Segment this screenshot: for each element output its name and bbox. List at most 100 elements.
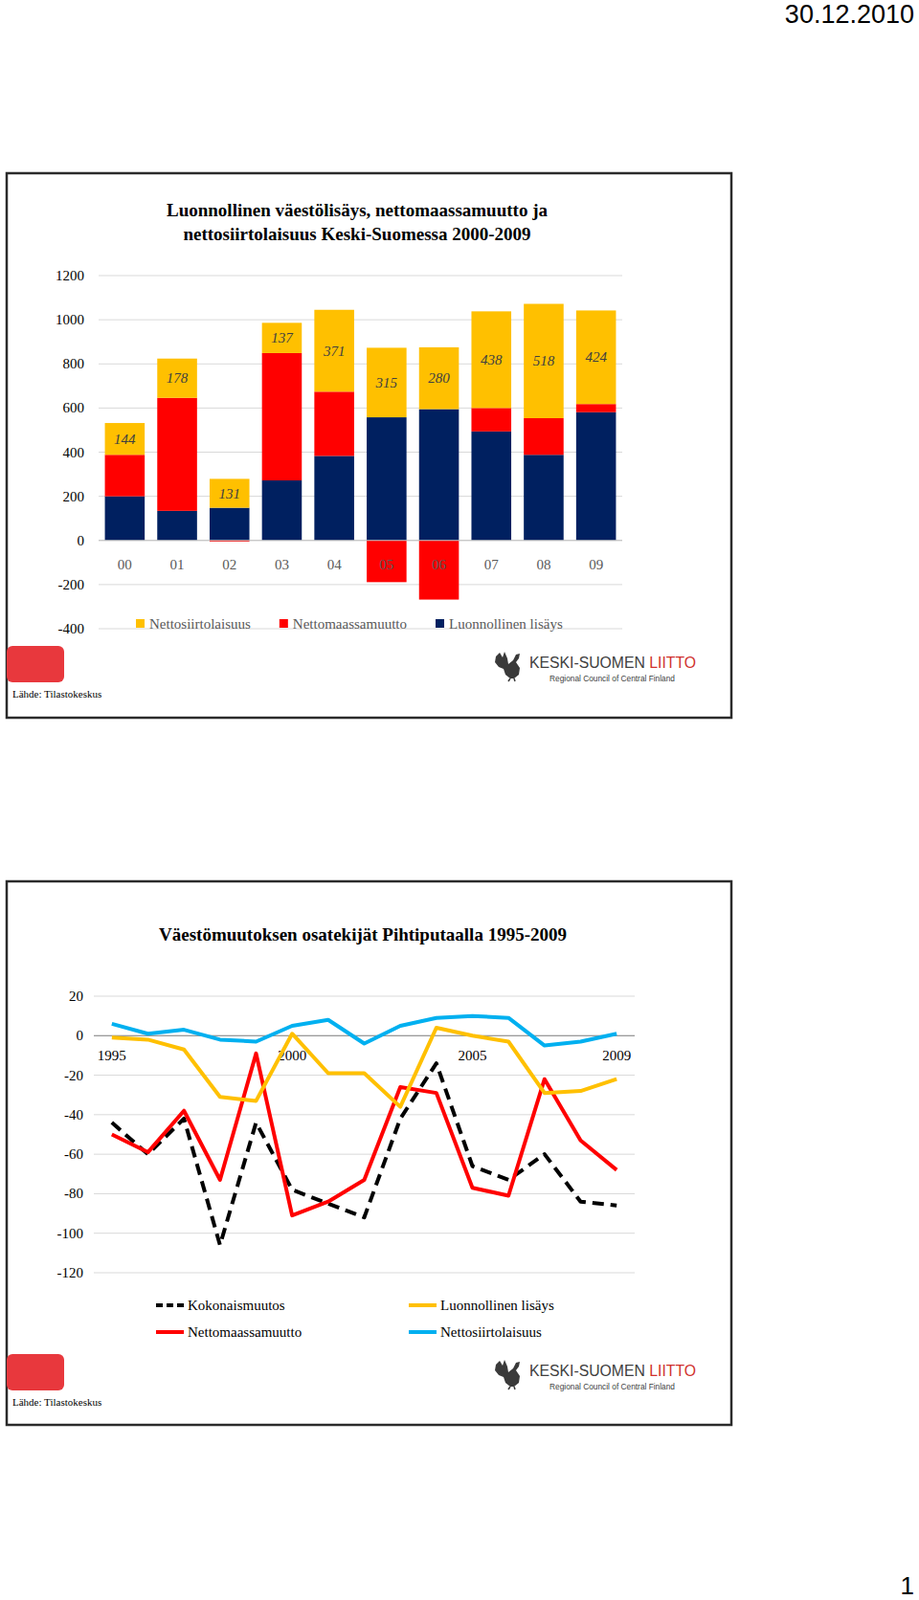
series-line bbox=[112, 1053, 617, 1216]
x-tick-label: 08 bbox=[536, 557, 551, 573]
data-label: 178 bbox=[166, 370, 189, 386]
y-tick-label: 20 bbox=[68, 988, 84, 1005]
title-line: Luonnollinen väestölisäys, nettomaassamu… bbox=[166, 200, 548, 221]
data-label: 131 bbox=[219, 486, 242, 502]
chart-title: Luonnollinen väestölisäys, nettomaassamu… bbox=[166, 200, 548, 245]
y-tick-label: 600 bbox=[63, 400, 86, 416]
x-tick-label: 07 bbox=[484, 557, 500, 573]
source: Lähde: Tilastokeskus bbox=[12, 1396, 102, 1409]
bar bbox=[470, 407, 512, 431]
y-tick-label: -20 bbox=[64, 1068, 84, 1084]
x-tick-label: 01 bbox=[170, 557, 185, 573]
x-tick-label: 04 bbox=[327, 557, 343, 573]
y-tick-label: -60 bbox=[64, 1146, 84, 1163]
y-tick-label: 0 bbox=[76, 1028, 85, 1044]
y-tick-label: -100 bbox=[57, 1226, 85, 1242]
grid-line bbox=[98, 275, 623, 277]
red-tab bbox=[6, 1354, 65, 1391]
bars bbox=[105, 304, 617, 601]
title-line: Väestömuutoksen osatekijät Pihtiputaalla… bbox=[158, 924, 567, 945]
x-tick-label: 09 bbox=[588, 557, 604, 573]
y-tick-label: -40 bbox=[64, 1107, 84, 1123]
legend-label: Nettosiirtolaisuus bbox=[440, 1324, 542, 1341]
y-tick-label: 800 bbox=[63, 356, 86, 372]
bar bbox=[156, 398, 198, 512]
y-tick-label: -200 bbox=[58, 577, 86, 593]
grid-line bbox=[93, 1232, 635, 1234]
bar bbox=[366, 540, 407, 583]
bar bbox=[523, 454, 564, 540]
bar bbox=[105, 423, 146, 455]
y-tick-label: 1000 bbox=[55, 312, 85, 328]
bar bbox=[366, 417, 407, 541]
legend-label: Kokonaismuutos bbox=[187, 1298, 286, 1314]
bar bbox=[156, 358, 198, 399]
page-date: 30.12.2010 bbox=[784, 0, 915, 29]
y-tick-label: 1200 bbox=[55, 268, 85, 284]
slide: Lähde: Tilastokeskus KESKI-SUOMEN LIITTO R… bbox=[6, 881, 732, 1426]
data-label: 424 bbox=[584, 349, 607, 365]
logo-subtitle: Regional Council of Central Finland bbox=[549, 1382, 675, 1392]
logo-bird bbox=[494, 651, 520, 682]
series-line bbox=[112, 1016, 617, 1047]
bar bbox=[523, 418, 564, 455]
bar bbox=[470, 311, 512, 408]
x-axis bbox=[93, 1035, 635, 1037]
bar bbox=[313, 310, 355, 393]
legend-swatch bbox=[408, 1303, 437, 1308]
page-number: 1 bbox=[900, 1571, 915, 1600]
y-tick-label: -400 bbox=[58, 621, 86, 637]
x-tick-label: 00 bbox=[117, 557, 133, 573]
grid-line bbox=[93, 1114, 635, 1116]
bar bbox=[470, 431, 512, 541]
bar bbox=[262, 353, 303, 481]
bar bbox=[313, 391, 355, 456]
legend-label: Luonnollinen lisäys bbox=[440, 1298, 555, 1314]
y-tick-label: 200 bbox=[63, 489, 86, 505]
bar bbox=[366, 347, 407, 418]
bar bbox=[262, 322, 303, 354]
legend-swatch bbox=[135, 619, 145, 628]
slide-frame bbox=[6, 173, 732, 718]
logo-bird-body bbox=[494, 651, 520, 679]
bar bbox=[576, 310, 617, 404]
bar bbox=[419, 540, 460, 601]
bar bbox=[209, 508, 250, 541]
bar bbox=[262, 480, 303, 541]
data-label: 280 bbox=[427, 370, 450, 386]
logo-text: KESKI-SUOMEN LIITTO bbox=[529, 1363, 696, 1380]
logo-word: LIITTO bbox=[645, 654, 696, 672]
bar bbox=[576, 403, 617, 413]
bar bbox=[156, 511, 198, 541]
logo-word: KESKI-SUOMEN bbox=[529, 1363, 646, 1380]
grid-line bbox=[93, 1154, 635, 1156]
data-label: 144 bbox=[113, 431, 136, 448]
legend: KokonaismuutosNettomaassamuuttoLuonnolli… bbox=[156, 1298, 555, 1341]
data-label: 137 bbox=[270, 330, 294, 346]
title-line: nettosiirtolaisuus Keski-Suomessa 2000-2… bbox=[182, 224, 531, 245]
y-tick-label: 400 bbox=[63, 445, 86, 461]
x-tick-label: 02 bbox=[222, 557, 237, 573]
legend-swatch bbox=[408, 1330, 437, 1335]
y-tick-label: -120 bbox=[57, 1265, 85, 1281]
x-tick-label: 2009 bbox=[602, 1048, 631, 1064]
series-line bbox=[112, 1028, 617, 1108]
x-tick-label: 06 bbox=[431, 557, 448, 573]
logo-text: KESKI-SUOMEN LIITTO bbox=[529, 654, 696, 672]
x-tick-label: 2005 bbox=[458, 1048, 488, 1064]
grid-line bbox=[98, 583, 623, 585]
y-tick-label: 0 bbox=[77, 533, 86, 549]
legend-label: Luonnollinen lisäys bbox=[448, 616, 563, 632]
bar bbox=[209, 478, 250, 508]
logo-bird-legs bbox=[508, 1387, 516, 1390]
grid-line bbox=[93, 1035, 635, 1037]
slide: Lähde: TilastokeskusKESKI-SUOMEN LIITTOR… bbox=[6, 173, 732, 718]
red-tab bbox=[6, 646, 65, 683]
bar bbox=[419, 409, 460, 541]
logo-word: LIITTO bbox=[645, 1363, 696, 1380]
lines bbox=[112, 1016, 617, 1246]
bar bbox=[576, 412, 617, 541]
legend-label: Nettosiirtolaisuus bbox=[149, 616, 251, 632]
legend-swatch bbox=[156, 1330, 184, 1335]
logo-bird-legs bbox=[508, 678, 516, 682]
